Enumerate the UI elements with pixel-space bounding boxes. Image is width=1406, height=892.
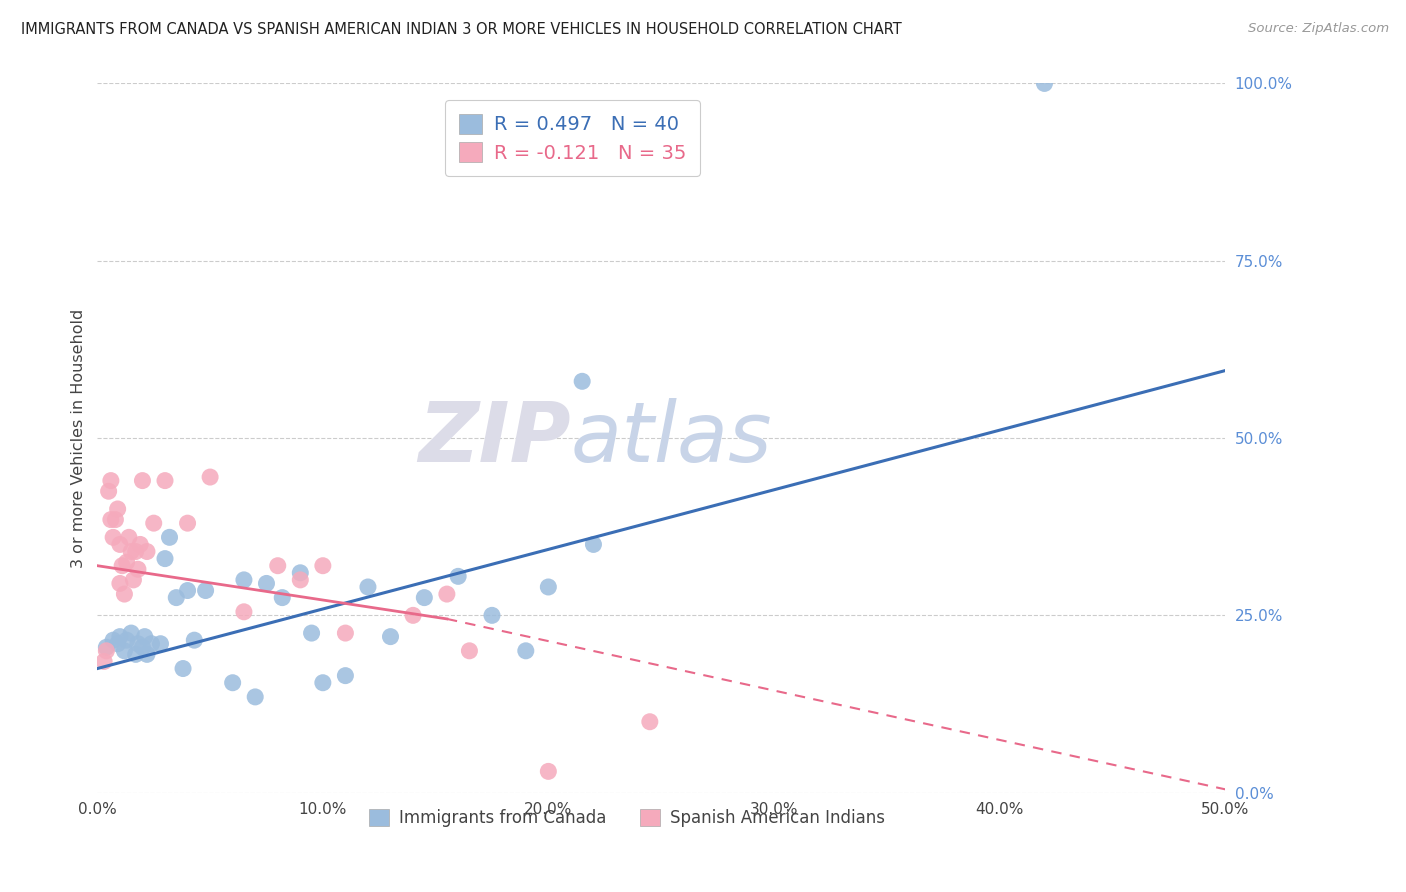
Point (141, 637, 163, 651)
Point (111, 558, 134, 573)
Y-axis label: 3 or more Vehicles in Household: 3 or more Vehicles in Household (72, 309, 86, 567)
Point (131, 474, 153, 488)
Point (458, 644, 481, 658)
Point (537, 580, 560, 594)
Point (571, 374, 593, 388)
Point (100, 513, 122, 527)
Point (131, 640, 153, 655)
Point (245, 690, 267, 704)
Point (515, 644, 537, 658)
Point (120, 626, 142, 640)
Point (380, 630, 402, 644)
Point (402, 608, 425, 623)
Point (638, 714, 661, 729)
Point (96, 640, 118, 655)
Point (312, 558, 335, 573)
Point (107, 637, 129, 651)
Text: atlas: atlas (571, 398, 772, 478)
Point (93, 655, 115, 669)
Point (125, 544, 148, 558)
Point (136, 544, 159, 558)
Point (172, 661, 194, 675)
Point (101, 530, 124, 544)
Point (1033, 77, 1056, 91)
Text: IMMIGRANTS FROM CANADA VS SPANISH AMERICAN INDIAN 3 OR MORE VEHICLES IN HOUSEHOL: IMMIGRANTS FROM CANADA VS SPANISH AMERIC… (21, 22, 901, 37)
Point (129, 537, 152, 551)
Point (101, 633, 124, 648)
Point (357, 580, 380, 594)
Point (127, 637, 149, 651)
Point (115, 633, 138, 648)
Point (537, 764, 560, 779)
Point (301, 626, 323, 640)
Point (112, 587, 135, 601)
Point (100, 474, 122, 488)
Point (582, 537, 605, 551)
Point (256, 576, 278, 591)
Point (436, 587, 458, 601)
Point (183, 633, 205, 648)
Point (134, 630, 156, 644)
Point (142, 516, 165, 530)
Point (271, 591, 294, 605)
Point (267, 558, 290, 573)
Point (232, 573, 254, 587)
Point (290, 573, 312, 587)
Legend: Immigrants from Canada, Spanish American Indians: Immigrants from Canada, Spanish American… (363, 803, 891, 834)
Point (112, 644, 135, 658)
Point (413, 591, 436, 605)
Point (290, 566, 312, 580)
Point (159, 530, 181, 544)
Point (198, 470, 221, 484)
Point (481, 608, 503, 623)
Point (232, 605, 254, 619)
Point (118, 530, 141, 544)
Point (165, 591, 187, 605)
Point (136, 648, 159, 662)
Text: Source: ZipAtlas.com: Source: ZipAtlas.com (1249, 22, 1389, 36)
Point (104, 513, 127, 527)
Point (120, 544, 142, 558)
Point (447, 569, 470, 583)
Point (127, 562, 149, 576)
Point (176, 583, 198, 598)
Point (153, 474, 176, 488)
Point (96, 644, 118, 658)
Point (335, 668, 357, 682)
Point (194, 583, 217, 598)
Point (107, 502, 129, 516)
Point (115, 555, 138, 569)
Point (153, 551, 176, 566)
Point (221, 675, 243, 690)
Point (312, 675, 335, 690)
Point (108, 630, 131, 644)
Point (108, 576, 131, 591)
Point (122, 573, 145, 587)
Point (108, 537, 131, 551)
Point (97, 484, 120, 499)
Text: ZIP: ZIP (418, 398, 571, 478)
Point (149, 637, 172, 651)
Point (176, 516, 198, 530)
Point (335, 626, 357, 640)
Point (125, 648, 148, 662)
